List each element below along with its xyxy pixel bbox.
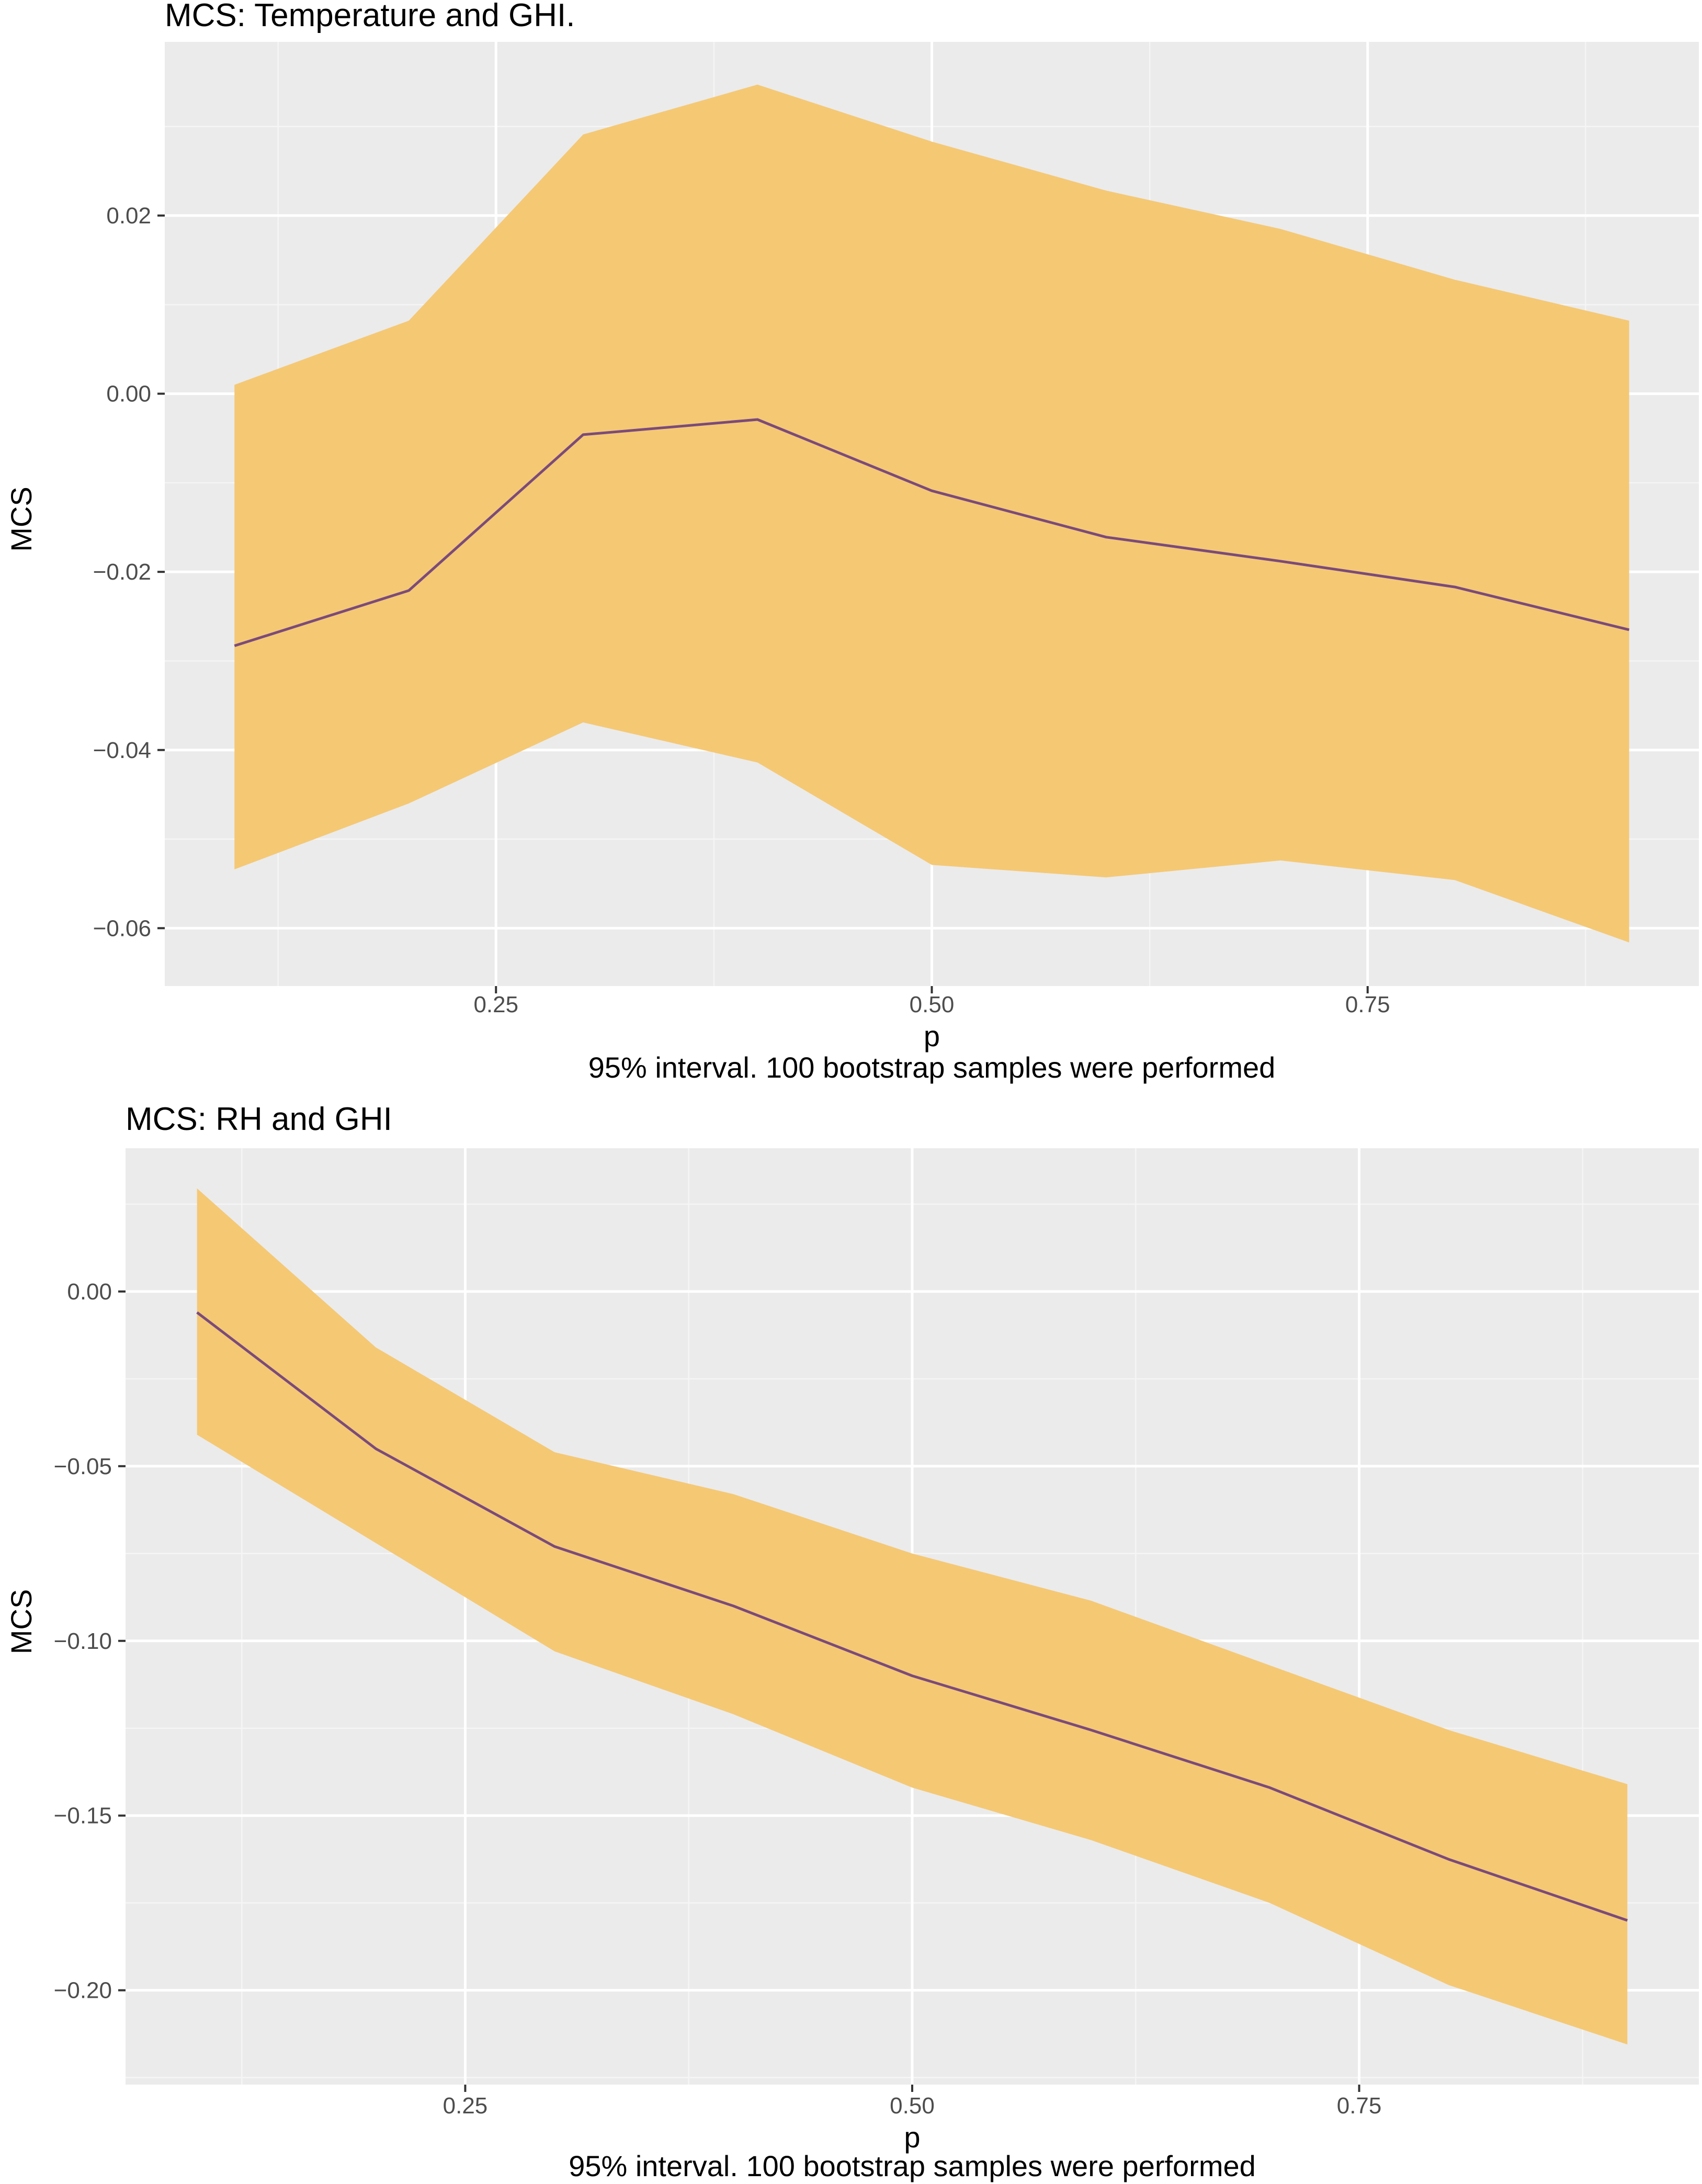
y-tick-label: −0.06	[93, 915, 151, 941]
y-tick-label: −0.02	[93, 559, 151, 585]
y-tick-label: 0.00	[106, 381, 151, 407]
y-tick-label: 0.00	[67, 1279, 112, 1305]
y-tick-label: −0.20	[54, 1978, 112, 2004]
y-tick-label: 0.02	[106, 203, 151, 229]
confidence-ribbon	[234, 84, 1629, 943]
confidence-ribbon	[197, 1188, 1628, 2045]
x-tick-label: 0.75	[1345, 992, 1390, 1017]
chart-title: MCS: RH and GHI	[126, 1101, 392, 1137]
x-tick-label: 0.25	[473, 992, 518, 1017]
estimate-line	[234, 418, 1630, 647]
y-axis-title: MCS	[5, 486, 38, 551]
chart-title: MCS: Temperature and GHI.	[165, 0, 575, 33]
chart-caption: 95% interval. 100 bootstrap samples were…	[569, 2149, 1256, 2182]
y-axis-title: MCS	[5, 1589, 38, 1654]
y-tick-label: −0.15	[54, 1803, 112, 1829]
y-tick-label: −0.10	[54, 1628, 112, 1654]
estimate-line	[196, 1311, 1628, 1922]
y-tick-label: −0.04	[93, 738, 151, 763]
x-axis-title: p	[904, 2121, 920, 2154]
x-tick-label: 0.25	[443, 2093, 488, 2119]
y-tick-label: −0.05	[54, 1454, 112, 1479]
x-tick-label: 0.50	[890, 2093, 935, 2119]
chart-panel-2: 0.00 −0.05 −0.10 −0.15 −0.20 0.25 0.50 0.75 MCS:…	[5, 1101, 1699, 2182]
x-tick-label: 0.75	[1337, 2093, 1382, 2119]
x-tick-label: 0.50	[910, 992, 955, 1017]
chart-caption: 95% interval. 100 bootstrap samples were…	[588, 1051, 1276, 1084]
chart-panel-1: 0.02 0.00 −0.02 −0.04 −0.06 0.25 0.50 0.75 MCS: …	[5, 0, 1699, 1084]
x-axis-title: p	[924, 1020, 940, 1053]
